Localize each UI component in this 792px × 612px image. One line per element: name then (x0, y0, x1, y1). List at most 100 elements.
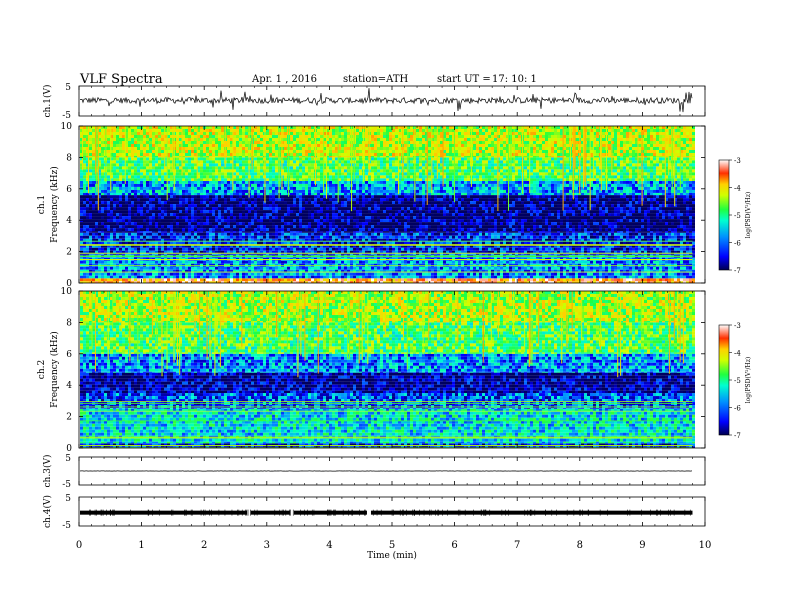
psd-cell (398, 204, 401, 208)
psd-cell (119, 244, 122, 248)
psd-cell (239, 247, 242, 251)
psd-cell (86, 275, 89, 279)
psd-cell (386, 238, 389, 242)
psd-cell (101, 235, 104, 239)
psd-cell (479, 278, 482, 282)
psd-cell (167, 281, 170, 283)
psd-cell (401, 238, 404, 242)
psd-cell (626, 195, 629, 199)
psd-cell (293, 244, 296, 248)
psd-cell (473, 278, 476, 282)
psd-cell (482, 241, 485, 245)
psd-cell (242, 204, 245, 208)
psd-cell (425, 244, 428, 248)
psd-cell (593, 207, 596, 211)
psd-cell (269, 207, 272, 211)
psd-cell (551, 278, 554, 282)
psd-cell (644, 204, 647, 208)
psd-cell (581, 235, 584, 239)
psd-cell (140, 198, 143, 202)
psd-cell (602, 241, 605, 245)
psd-cell (350, 266, 353, 270)
psd-cell (221, 198, 224, 202)
psd-cell (317, 198, 320, 202)
psd-cell (92, 210, 95, 214)
psd-cell (425, 281, 428, 283)
psd-cell (107, 198, 110, 202)
psd-cell (671, 278, 674, 282)
psd-cell (488, 241, 491, 245)
psd-cell (338, 238, 341, 242)
psd-cell (197, 210, 200, 214)
psd-cell (134, 269, 137, 273)
psd-cell (515, 260, 518, 264)
psd-cell (197, 275, 200, 279)
psd-cell (680, 253, 683, 255)
psd-cell (494, 207, 497, 211)
psd-cell (206, 278, 209, 282)
psd-cell (122, 266, 125, 270)
psd-cell (650, 269, 653, 273)
psd-cell (647, 253, 650, 255)
psd-cell (443, 207, 446, 211)
psd-cell (278, 272, 281, 276)
psd-cell (359, 278, 362, 282)
psd-cell (215, 232, 218, 236)
psd-cell (194, 198, 197, 202)
psd-cell (377, 275, 380, 279)
psd-cell (587, 278, 590, 282)
psd-cell (365, 247, 368, 251)
psd-cell (650, 278, 653, 282)
psd-cell (338, 253, 341, 255)
psd-cell (218, 241, 221, 245)
psd-cell (434, 232, 437, 236)
psd-cell (662, 204, 665, 208)
psd-cell (314, 266, 317, 270)
psd-cell (662, 207, 665, 211)
psd-cell (395, 260, 398, 264)
psd-cell (674, 281, 677, 283)
psd-cell (263, 241, 266, 245)
psd-cell (197, 198, 200, 202)
psd-cell (296, 253, 299, 255)
psd-cell (359, 266, 362, 270)
psd-cell (677, 204, 680, 208)
psd-cell (365, 281, 368, 283)
psd-cell (299, 195, 302, 199)
psd-cell (671, 269, 674, 273)
psd-cell (623, 266, 626, 270)
psd-cell (89, 260, 92, 264)
psd-cell (593, 232, 596, 236)
psd-cell (209, 201, 212, 205)
psd-cell (554, 241, 557, 245)
psd-cell (215, 275, 218, 279)
psd-cell (488, 195, 491, 199)
psd-cell (596, 238, 599, 242)
psd-cell (689, 235, 692, 239)
psd-cell (419, 278, 422, 282)
psd-cell (512, 247, 515, 251)
psd-cell (122, 244, 125, 248)
psd-cell (323, 204, 326, 208)
psd-cell (485, 266, 488, 270)
psd-cell (524, 253, 527, 255)
psd-cell (425, 260, 428, 264)
psd-cell (179, 244, 182, 248)
psd-cell (374, 266, 377, 270)
psd-cell (206, 238, 209, 242)
psd-cell (353, 198, 356, 202)
psd-cell (326, 244, 329, 248)
psd-cell (518, 260, 521, 264)
psd-cell (587, 250, 590, 254)
psd-cell (341, 204, 344, 208)
psd-cell (464, 272, 467, 276)
psd-cell (488, 266, 491, 270)
psd-cell (359, 272, 362, 276)
psd-cell (152, 272, 155, 276)
psd-cell (512, 204, 515, 208)
psd-cell (122, 272, 125, 276)
psd-cell (647, 207, 650, 211)
psd-cell (365, 198, 368, 202)
psd-cell (611, 250, 614, 254)
psd-cell (182, 241, 185, 245)
